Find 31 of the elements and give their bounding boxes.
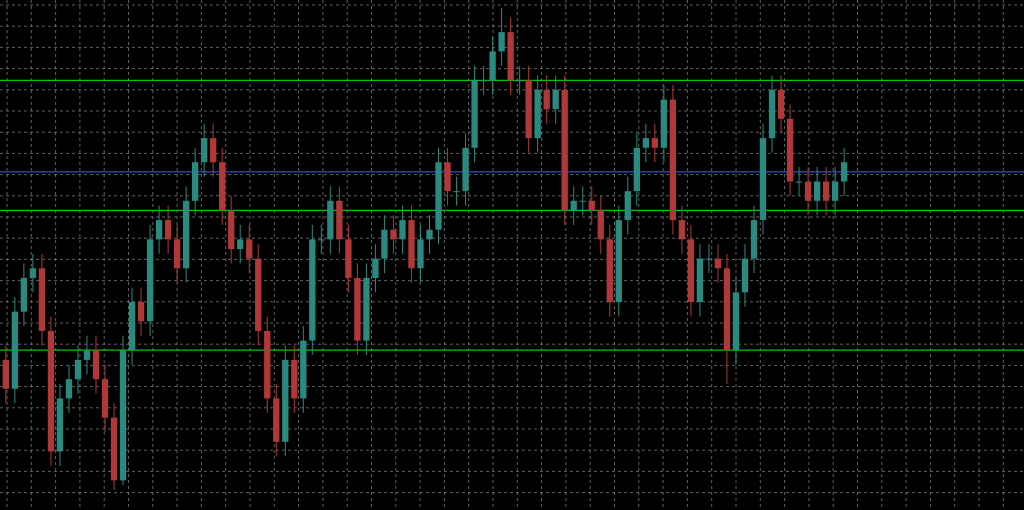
candlestick	[29, 253, 37, 293]
candlestick	[237, 224, 244, 264]
candlestick	[480, 65, 487, 96]
candlestick	[804, 166, 812, 216]
candlestick	[831, 166, 839, 216]
candlestick	[840, 147, 848, 197]
candlestick	[705, 243, 713, 274]
candlestick	[642, 123, 649, 163]
candlestick	[155, 205, 163, 255]
candlestick	[65, 364, 73, 414]
candlestick	[678, 205, 686, 255]
candlestick	[516, 65, 523, 96]
candlestick	[552, 74, 559, 125]
candlestick	[399, 205, 406, 255]
candlestick	[822, 166, 830, 216]
candlestick	[453, 176, 460, 207]
candlestick	[651, 123, 659, 163]
candlestick	[372, 243, 379, 293]
candlestick	[83, 335, 91, 375]
candlestick	[795, 166, 803, 197]
candlestick	[390, 214, 397, 255]
candlestick	[426, 214, 433, 255]
candlestick	[164, 205, 172, 255]
candlestick	[74, 344, 82, 395]
candlestick	[813, 166, 821, 216]
candlestick	[543, 74, 550, 125]
candlestick	[498, 7, 505, 67]
candlestick	[246, 224, 253, 274]
candlestick	[318, 224, 325, 255]
candlestick	[137, 287, 145, 337]
candlestick	[579, 185, 586, 216]
